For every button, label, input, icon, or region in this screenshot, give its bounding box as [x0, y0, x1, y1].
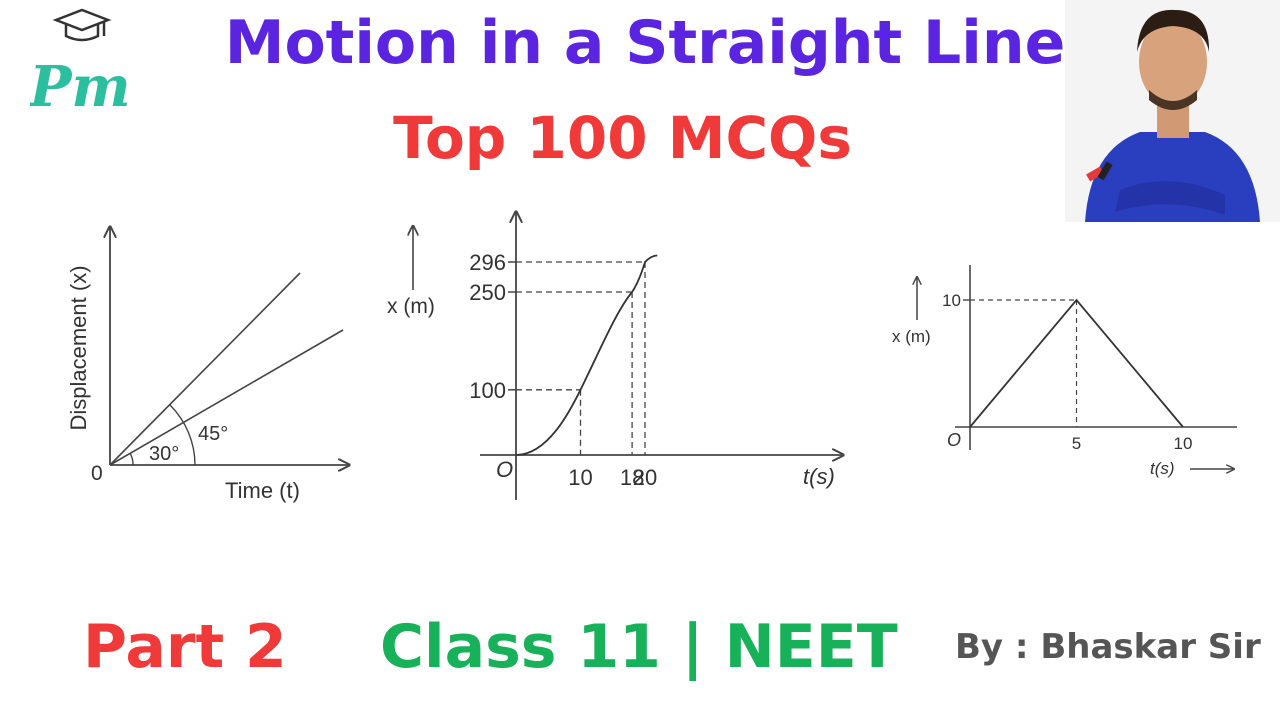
page-title: Motion in a Straight Line — [224, 8, 1066, 78]
angle-label-45: 45° — [198, 423, 228, 445]
triangle-position-graph: x (m) O t(s) 10 5 10 — [885, 260, 1245, 485]
logo-text: Pm — [30, 54, 131, 116]
angle-arc-45 — [169, 404, 196, 466]
origin-label: 0 — [91, 462, 103, 485]
triangle-line — [969, 298, 1184, 428]
curve-line — [515, 254, 658, 456]
graduation-cap-icon: Pm — [27, 8, 131, 120]
line-30-degree — [109, 329, 344, 466]
origin-label: O — [947, 430, 961, 450]
angle-arc-30 — [129, 452, 134, 466]
page-subtitle: Top 100 MCQs — [393, 104, 852, 172]
brand-logo: Pm — [27, 6, 140, 120]
x-tick-label: 20 — [633, 465, 657, 490]
class-info: Class 11 | NEET — [380, 612, 898, 682]
author-credit: By : Bhaskar Sir — [955, 627, 1261, 667]
x-axis-label: t(s) — [803, 464, 835, 489]
presenter-photo — [1065, 0, 1280, 222]
y-axis-label: Displacement (x) — [66, 265, 91, 430]
position-time-curve: x (m) t(s) O 100 10 250 18 296 20 — [380, 205, 855, 505]
origin-label: O — [496, 457, 513, 482]
angle-label-30: 30° — [149, 443, 179, 465]
x-axis-label: t(s) — [1150, 459, 1175, 478]
part-label: Part 2 — [83, 612, 287, 682]
x-tick-label: 10 — [568, 465, 592, 490]
y-tick-label: 296 — [469, 250, 506, 275]
y-tick-label: 100 — [469, 378, 506, 403]
y-axis-label: x (m) — [892, 327, 931, 346]
x-tick-label: 18 — [620, 465, 644, 490]
displacement-time-graph: 30° 45° 0 Time (t) Displacement (x) — [55, 218, 365, 513]
y-tick-label: 250 — [469, 280, 506, 305]
line-45-degree — [109, 272, 301, 466]
x-tick-label: 10 — [1174, 434, 1193, 453]
y-tick-label: 10 — [942, 291, 961, 310]
x-tick-label: 5 — [1072, 434, 1081, 453]
x-axis-label: Time (t) — [225, 478, 300, 503]
y-axis-label: x (m) — [387, 295, 435, 318]
